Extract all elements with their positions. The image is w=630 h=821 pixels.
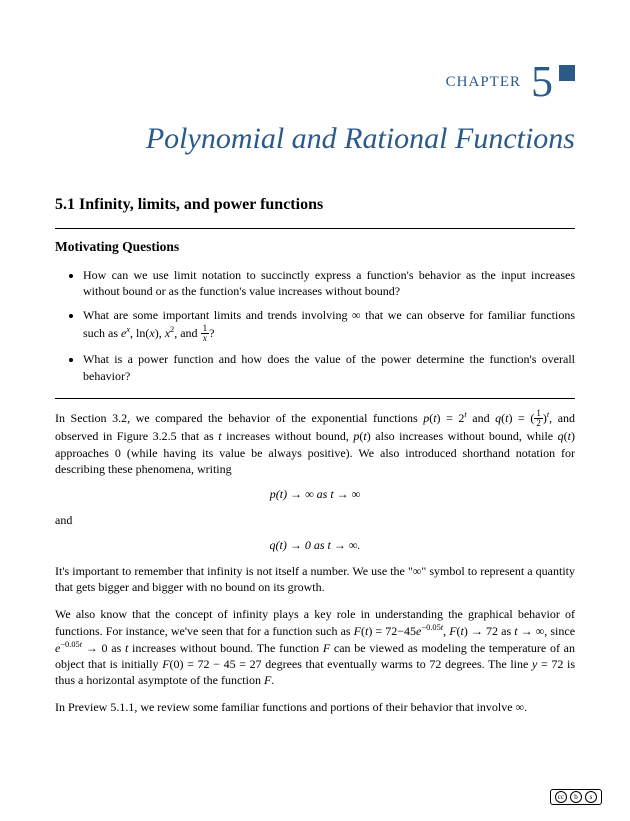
question-item: What is a power function and how does th… bbox=[83, 351, 575, 383]
cc-license-icon: cc b s bbox=[550, 789, 602, 805]
equation-1: p(t) → ∞ as t → ∞ bbox=[55, 487, 575, 502]
paragraph-3: We also know that the concept of infinit… bbox=[55, 606, 575, 689]
motivating-heading: Motivating Questions bbox=[55, 239, 575, 255]
chapter-label: CHAPTER bbox=[446, 74, 521, 91]
equation-2: q(t) → 0 as t → ∞. bbox=[55, 538, 575, 553]
by-icon: b bbox=[570, 791, 582, 803]
rule-bottom bbox=[55, 398, 575, 399]
and-word: and bbox=[55, 512, 575, 528]
paragraph-1: In Section 3.2, we compared the behavior… bbox=[55, 409, 575, 477]
paragraph-4: In Preview 5.1.1, we review some familia… bbox=[55, 699, 575, 715]
chapter-title: Polynomial and Rational Functions bbox=[55, 122, 575, 156]
section-name: Infinity, limits, and power functions bbox=[79, 196, 323, 213]
chapter-header: CHAPTER 5 bbox=[55, 60, 575, 104]
question-item: How can we use limit notation to succinc… bbox=[83, 267, 575, 299]
question-item: What are some important limits and trend… bbox=[83, 307, 575, 343]
section-number: 5.1 bbox=[55, 196, 75, 213]
section-title: 5.1 Infinity, limits, and power function… bbox=[55, 196, 575, 214]
paragraph-2: It's important to remember that infinity… bbox=[55, 563, 575, 595]
chapter-box-icon bbox=[559, 65, 575, 81]
chapter-number: 5 bbox=[531, 60, 553, 104]
motivating-questions: How can we use limit notation to succinc… bbox=[55, 267, 575, 384]
rule-top bbox=[55, 228, 575, 229]
sa-icon: s bbox=[585, 791, 597, 803]
cc-icon: cc bbox=[555, 791, 567, 803]
